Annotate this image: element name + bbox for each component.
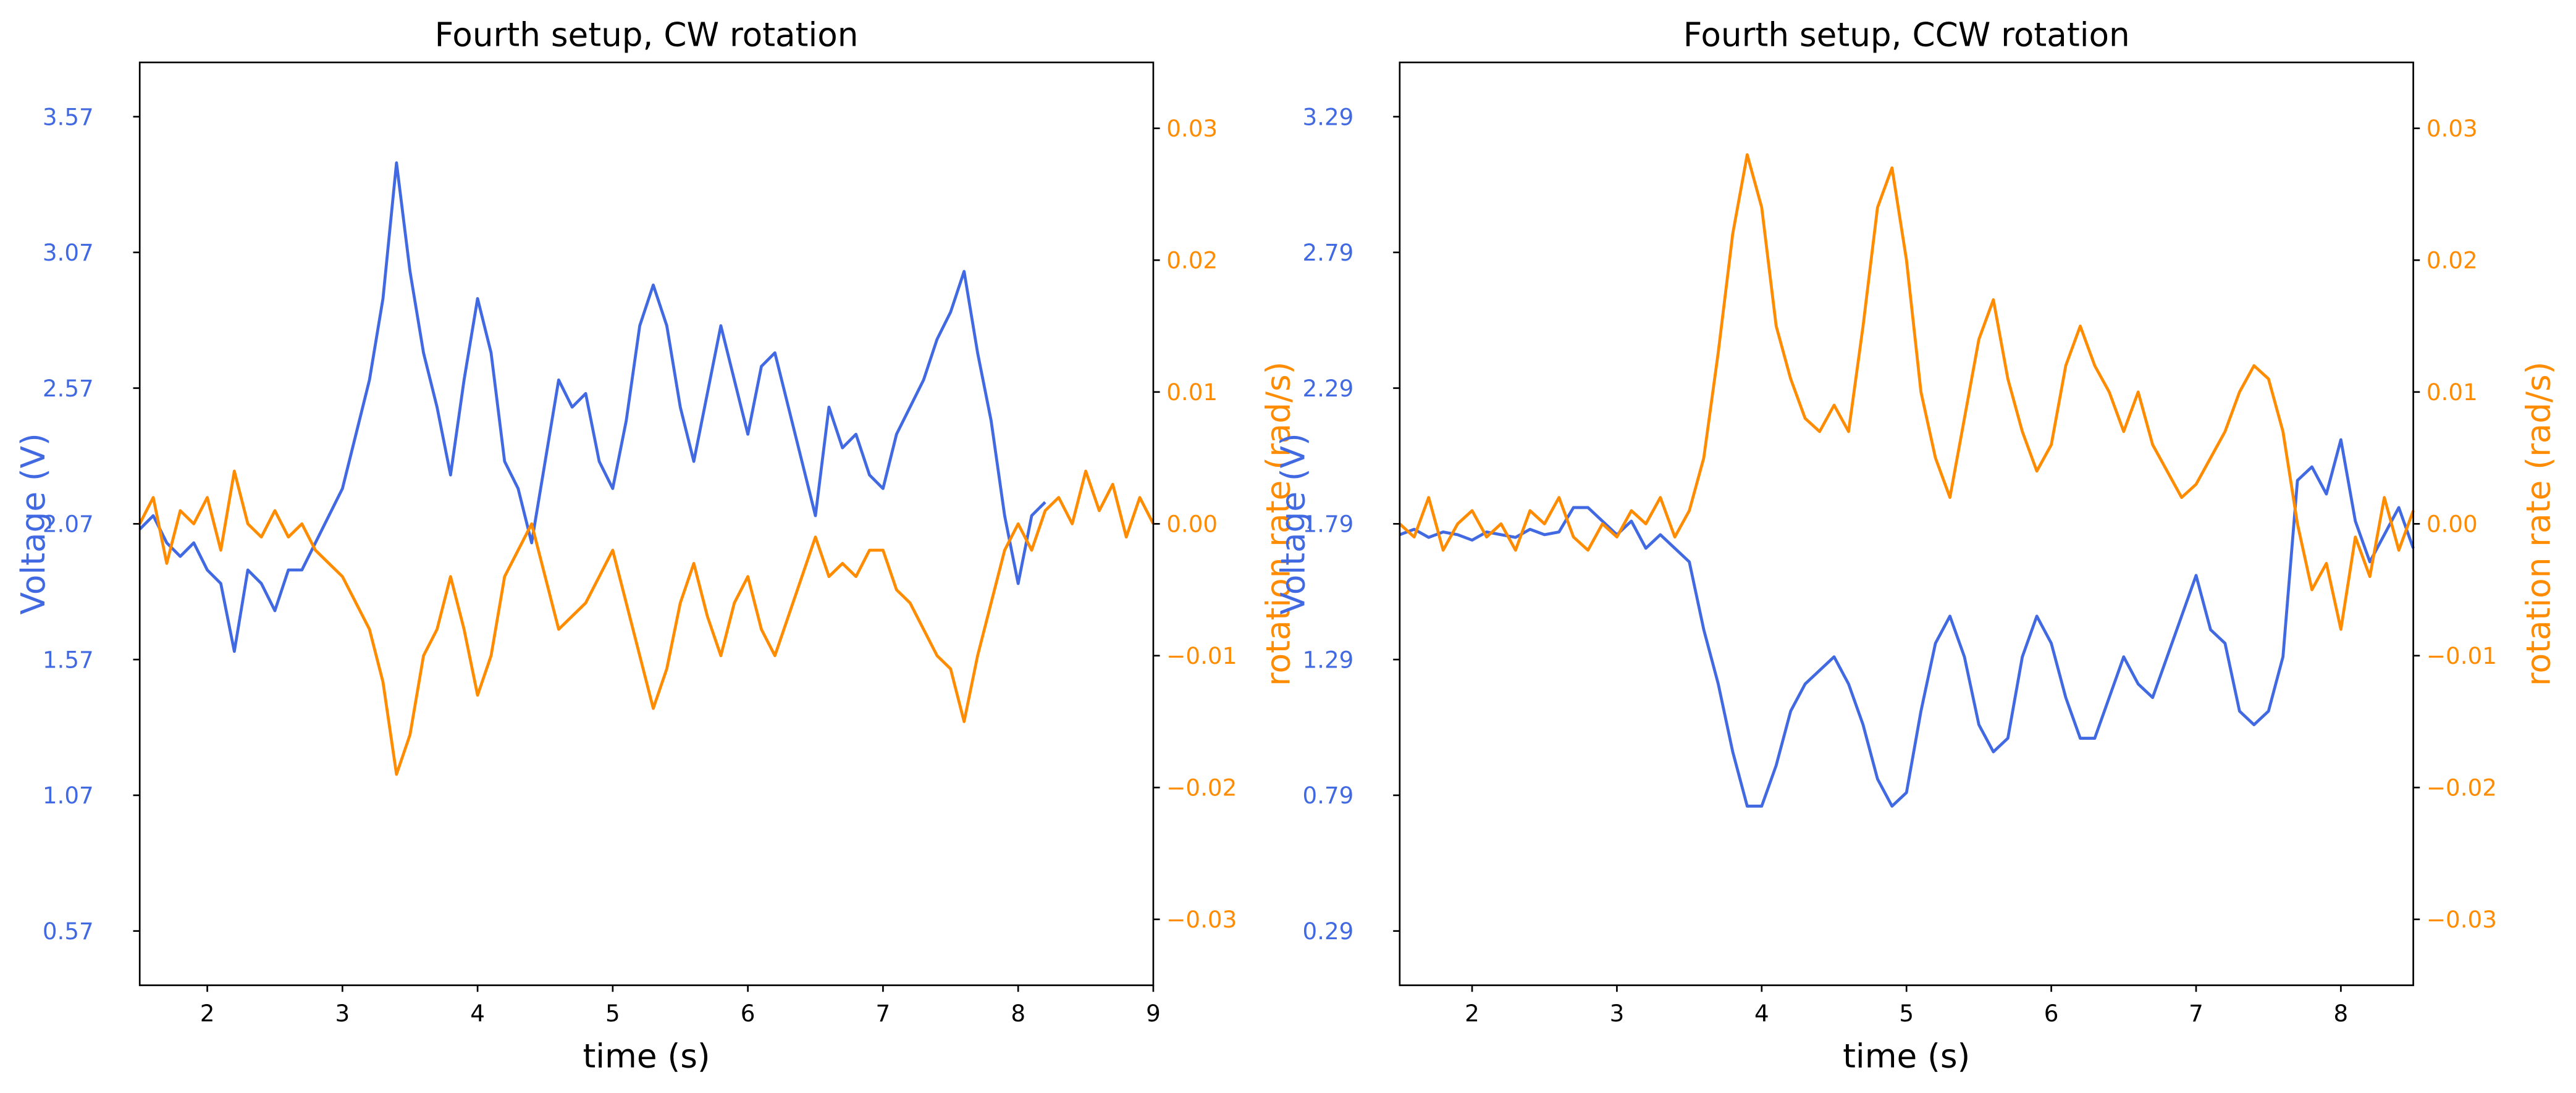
chart-title: Fourth setup, CCW rotation	[1683, 15, 2130, 54]
y2-tick-label: 0.02	[1166, 247, 1218, 274]
y2-tick-label: −0.03	[1166, 906, 1237, 933]
y-tick-label: 3.29	[1302, 103, 1353, 130]
y2-tick-label: −0.01	[1166, 642, 1237, 669]
y-tick-label: 2.79	[1302, 239, 1353, 266]
y2-tick-label: 0.00	[1166, 511, 1218, 538]
x-axis-label: time (s)	[583, 1037, 710, 1076]
data-line	[138, 469, 1155, 776]
x-tick-label: 8	[2334, 1000, 2349, 1027]
y2-tick-label: 0.00	[2427, 511, 2478, 538]
x-tick-label: 9	[1146, 1000, 1161, 1027]
y2-tick-label: 0.01	[1166, 379, 1218, 406]
x-tick-label: 6	[2044, 1000, 2059, 1027]
y2-tick-label: 0.01	[2427, 379, 2478, 406]
data-line	[1399, 153, 2415, 631]
y-tick-label: 2.57	[43, 375, 94, 402]
y2-tick-label: 0.03	[1166, 115, 1218, 142]
y-tick-label: 3.07	[43, 239, 94, 266]
x-tick-label: 2	[200, 1000, 215, 1027]
y-tick-label: 3.57	[43, 103, 94, 130]
y2-tick-label: −0.02	[1166, 774, 1237, 802]
x-tick-label: 8	[1011, 1000, 1025, 1027]
x-tick-label: 4	[470, 1000, 485, 1027]
y-tick-label: 2.29	[1302, 375, 1353, 402]
x-tick-label: 5	[1899, 1000, 1914, 1027]
y-tick-label: 0.29	[1302, 918, 1353, 945]
y2-tick-label: −0.03	[2427, 906, 2497, 933]
y-tick-label: 0.57	[43, 918, 94, 945]
y2-tick-label: 0.02	[2427, 247, 2478, 274]
y2-tick-label: −0.01	[2427, 642, 2497, 669]
plot-frame	[1399, 61, 2414, 986]
y2-tick-label: −0.02	[2427, 774, 2497, 802]
x-tick-label: 3	[335, 1000, 350, 1027]
x-tick-label: 6	[741, 1000, 756, 1027]
y-tick-label: 0.79	[1302, 782, 1353, 809]
x-tick-label: 4	[1754, 1000, 1769, 1027]
data-line	[1399, 438, 2415, 808]
x-tick-label: 2	[1465, 1000, 1480, 1027]
y2-tick-label: 0.03	[2427, 115, 2478, 142]
x-tick-label: 7	[876, 1000, 891, 1027]
x-tick-label: 7	[2189, 1000, 2203, 1027]
y-tick-label: 1.57	[43, 646, 94, 673]
plot-frame	[138, 61, 1155, 986]
y-axis-label: Voltage (V)	[1274, 433, 1313, 614]
y2-axis-label: rotation rate (rad/s)	[2519, 361, 2557, 686]
y-tick-label: 1.29	[1302, 646, 1353, 673]
y-axis-label: Voltage (V)	[14, 433, 53, 614]
y2-axis-label: rotation rate (rad/s)	[1260, 361, 1298, 686]
y-tick-label: 1.07	[43, 782, 94, 809]
x-axis-label: time (s)	[1843, 1037, 1970, 1076]
x-tick-label: 3	[1610, 1000, 1625, 1027]
y-tick-label: 1.79	[1302, 511, 1353, 538]
y-tick-label: 2.07	[43, 511, 94, 538]
x-tick-label: 5	[605, 1000, 620, 1027]
chart-title: Fourth setup, CW rotation	[435, 15, 859, 54]
data-line	[138, 161, 1046, 653]
